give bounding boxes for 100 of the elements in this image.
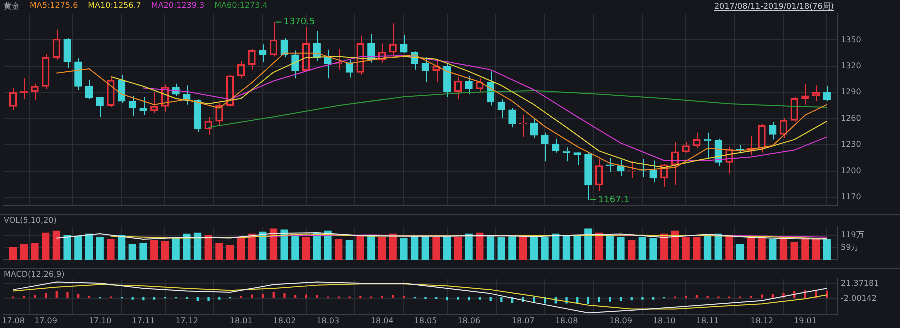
bar <box>324 230 332 260</box>
x-tick-label: 17.09 <box>34 316 58 326</box>
bar <box>356 234 364 260</box>
bar <box>194 232 202 260</box>
text: MA10:1256.7 <box>88 1 142 12</box>
bar <box>142 297 145 301</box>
bar <box>248 234 256 260</box>
y-tick-label: -2.00142 <box>841 294 877 304</box>
bar <box>66 292 69 298</box>
bar <box>34 295 36 298</box>
bar <box>617 237 625 260</box>
bar <box>132 297 134 300</box>
bar <box>183 234 191 260</box>
bar <box>294 295 297 298</box>
bar <box>316 295 318 298</box>
bar <box>541 237 549 260</box>
y-tick-label: 1230 <box>841 140 862 150</box>
bar <box>204 234 212 260</box>
bar <box>642 297 644 300</box>
bar <box>650 238 658 260</box>
bar <box>153 297 156 300</box>
text: MA5:1275.6 <box>30 1 78 12</box>
bar <box>422 234 430 260</box>
bar <box>302 237 310 260</box>
bar <box>444 236 452 260</box>
bar <box>150 240 158 260</box>
bar <box>530 237 538 260</box>
bar <box>478 297 482 300</box>
annotation: 1370.5 <box>284 18 316 28</box>
bar <box>790 242 798 260</box>
chart-subtitle: 2017/08/11-2019/01/18(76周) <box>714 1 834 12</box>
x-tick-label: 18.07 <box>512 316 535 326</box>
bar <box>107 239 115 260</box>
bar <box>432 237 440 260</box>
x-tick-label: 18.05 <box>414 316 438 326</box>
bar <box>486 234 495 260</box>
bar <box>598 297 600 302</box>
bar <box>262 294 264 298</box>
bar <box>823 239 831 260</box>
bar <box>609 297 612 302</box>
x-tick-label: 18.08 <box>555 316 578 326</box>
x-tick-label: 18.10 <box>652 316 676 326</box>
x-tick-label: 18.06 <box>458 316 481 326</box>
bar <box>392 295 394 298</box>
y-tick-label: 1200 <box>841 166 862 176</box>
bar <box>628 240 636 260</box>
bar <box>500 297 503 302</box>
bar <box>498 237 506 260</box>
bar <box>284 293 286 298</box>
bar <box>595 232 604 260</box>
candlestick <box>606 158 614 173</box>
bar <box>85 234 94 260</box>
bar <box>118 234 126 260</box>
x-tick-label: 17.11 <box>132 316 156 326</box>
bar <box>758 236 766 260</box>
bar <box>802 238 810 260</box>
bar <box>696 295 698 298</box>
bar <box>574 234 582 260</box>
bar <box>226 245 234 260</box>
bar <box>736 244 744 260</box>
x-tick-label: 18.09 <box>610 316 632 326</box>
bar <box>552 234 560 260</box>
bar <box>476 232 484 260</box>
x-tick-label: 18.02 <box>273 316 296 326</box>
bar <box>410 236 419 260</box>
x-tick-label: 18.03 <box>316 316 340 326</box>
annotation: 1167.1 <box>598 195 630 206</box>
y-tick-label: 1170 <box>841 192 862 202</box>
bar <box>128 244 136 260</box>
x-tick-label: 18.04 <box>370 316 394 326</box>
bar <box>606 234 614 260</box>
bar <box>216 243 224 260</box>
y-tick-label: 119万 <box>841 230 864 240</box>
x-tick-label: 18.01 <box>230 316 253 326</box>
bar <box>20 244 28 260</box>
bar <box>562 234 571 260</box>
bar <box>519 234 528 260</box>
bar <box>56 292 58 298</box>
bar <box>140 243 148 260</box>
bar <box>78 294 80 298</box>
bar <box>652 297 655 300</box>
x-tick-label: 19.01 <box>794 316 817 326</box>
candlestick <box>562 147 571 162</box>
bar <box>457 297 460 300</box>
bar <box>64 234 72 260</box>
x-tick-label: 18.12 <box>750 316 774 326</box>
y-tick-label: 1350 <box>841 35 862 44</box>
bar <box>208 297 210 302</box>
bar <box>272 292 275 298</box>
x-tick-label: 17.12 <box>176 316 199 326</box>
bar <box>270 228 278 260</box>
bar <box>335 239 343 260</box>
bar <box>454 237 462 260</box>
bar <box>465 234 473 260</box>
bar <box>52 230 61 260</box>
bar <box>368 236 376 260</box>
bar <box>400 238 408 260</box>
bar <box>346 240 354 260</box>
bar <box>682 237 690 260</box>
bar <box>31 243 39 260</box>
